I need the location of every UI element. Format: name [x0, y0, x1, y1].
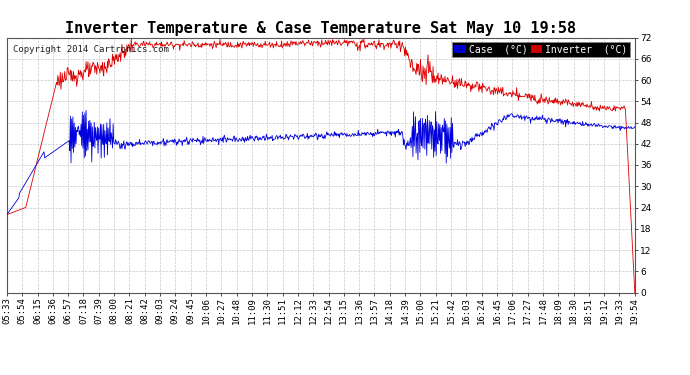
Legend: Case  (°C), Inverter  (°C): Case (°C), Inverter (°C) — [452, 42, 630, 57]
Title: Inverter Temperature & Case Temperature Sat May 10 19:58: Inverter Temperature & Case Temperature … — [66, 21, 576, 36]
Text: Copyright 2014 Cartronics.com: Copyright 2014 Cartronics.com — [13, 45, 169, 54]
